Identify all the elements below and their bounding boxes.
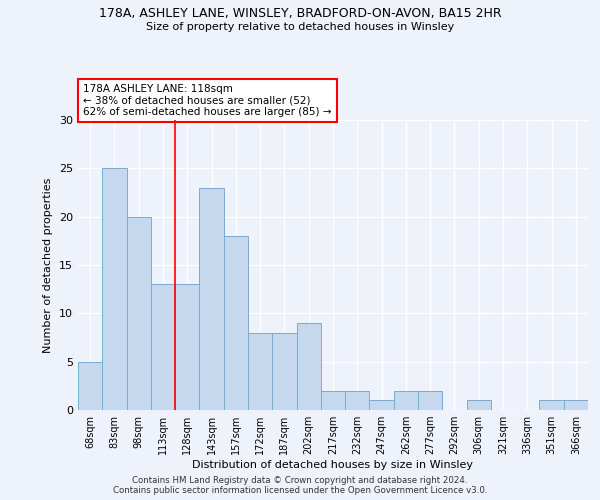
Bar [199, 188, 224, 410]
Bar [370, 400, 394, 410]
Text: Size of property relative to detached houses in Winsley: Size of property relative to detached ho… [146, 22, 454, 32]
Bar [224, 236, 248, 410]
Bar [175, 284, 199, 410]
X-axis label: Distribution of detached houses by size in Winsley: Distribution of detached houses by size … [193, 460, 473, 470]
Bar [272, 332, 296, 410]
Bar [564, 400, 588, 410]
Text: 178A, ASHLEY LANE, WINSLEY, BRADFORD-ON-AVON, BA15 2HR: 178A, ASHLEY LANE, WINSLEY, BRADFORD-ON-… [98, 8, 502, 20]
Y-axis label: Number of detached properties: Number of detached properties [43, 178, 53, 352]
Bar [248, 332, 272, 410]
Bar [78, 362, 102, 410]
Bar [321, 390, 345, 410]
Bar [345, 390, 370, 410]
Bar [539, 400, 564, 410]
Bar [296, 323, 321, 410]
Text: Contains HM Land Registry data © Crown copyright and database right 2024.
Contai: Contains HM Land Registry data © Crown c… [113, 476, 487, 495]
Bar [151, 284, 175, 410]
Bar [102, 168, 127, 410]
Text: 178A ASHLEY LANE: 118sqm
← 38% of detached houses are smaller (52)
62% of semi-d: 178A ASHLEY LANE: 118sqm ← 38% of detach… [83, 84, 332, 117]
Bar [127, 216, 151, 410]
Bar [418, 390, 442, 410]
Bar [467, 400, 491, 410]
Bar [394, 390, 418, 410]
